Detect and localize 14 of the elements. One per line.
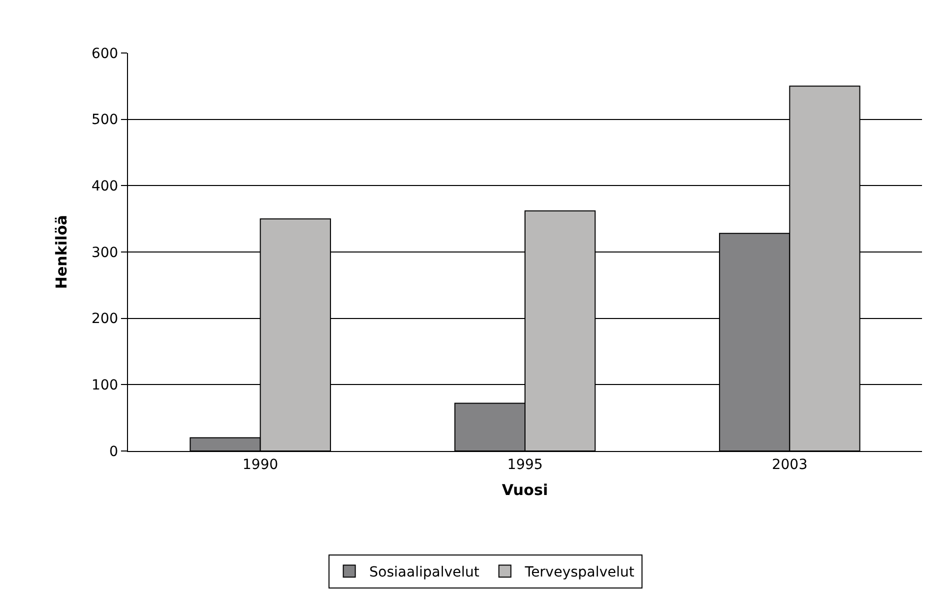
x-tick-label: 2003	[772, 456, 808, 473]
y-axis-title: Henkilöä	[52, 214, 71, 290]
y-tick-label: 600	[91, 46, 118, 62]
legend-label: Sosiaalipalvelut	[369, 564, 480, 581]
x-tick-label: 1995	[507, 456, 543, 473]
y-tick-label: 300	[91, 244, 118, 261]
x-tick-label: 1990	[242, 456, 278, 473]
y-tick-label: 400	[91, 178, 118, 195]
x-axis-title: Vuosi	[502, 480, 548, 499]
y-tick-label: 0	[109, 444, 118, 460]
y-tick-label: 200	[91, 311, 118, 328]
legend-label: Terveyspalvelut	[524, 564, 635, 581]
y-tick-label: 100	[91, 378, 118, 394]
y-tick-label: 500	[91, 112, 118, 128]
